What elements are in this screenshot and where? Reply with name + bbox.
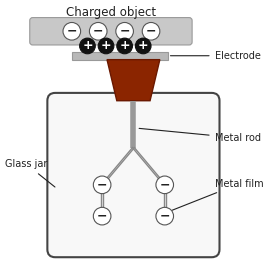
Circle shape [117, 38, 132, 54]
Text: −: − [97, 210, 107, 223]
Circle shape [63, 23, 81, 40]
Text: −: − [146, 25, 156, 38]
Circle shape [116, 23, 133, 40]
Text: −: − [160, 210, 170, 223]
Circle shape [89, 23, 107, 40]
Circle shape [93, 176, 111, 194]
Circle shape [93, 207, 111, 225]
FancyBboxPatch shape [30, 18, 192, 45]
Circle shape [80, 38, 95, 54]
Text: Electrode: Electrode [171, 51, 261, 61]
Polygon shape [107, 60, 160, 101]
Text: +: + [119, 39, 130, 52]
FancyBboxPatch shape [47, 93, 219, 257]
Text: +: + [101, 39, 111, 52]
Text: −: − [97, 178, 107, 191]
Text: −: − [67, 25, 77, 38]
Text: +: + [82, 39, 93, 52]
Circle shape [142, 23, 160, 40]
Circle shape [156, 176, 174, 194]
Text: Glass jar: Glass jar [5, 159, 55, 187]
Bar [72, 52, 168, 60]
Circle shape [136, 38, 151, 54]
Text: Metal rod: Metal rod [139, 128, 261, 143]
Text: −: − [120, 25, 130, 38]
Text: Charged object: Charged object [66, 6, 156, 19]
Text: Metal film: Metal film [172, 179, 263, 210]
Circle shape [98, 38, 114, 54]
Text: −: − [160, 178, 170, 191]
Text: +: + [138, 39, 148, 52]
Circle shape [156, 207, 174, 225]
Text: −: − [93, 25, 104, 38]
